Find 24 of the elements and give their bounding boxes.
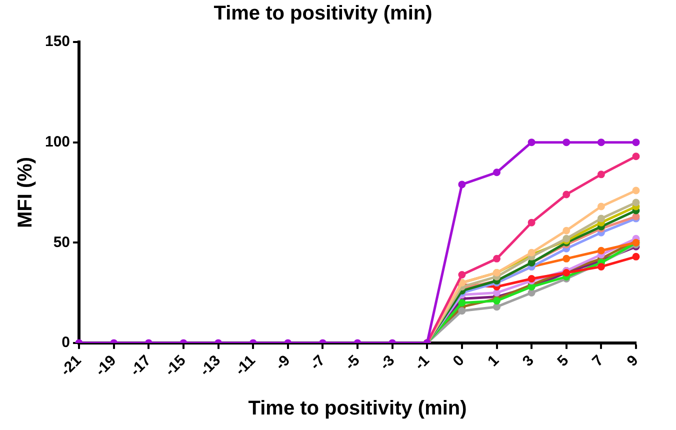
x-tick-label: -15 [162,352,190,380]
x-tick-label: 3 [519,352,538,370]
x-tick-label: -5 [342,352,364,374]
y-axis-title: MFI (%) [14,156,37,228]
y-tick-label: 50 [53,234,70,251]
x-tick-label: -17 [127,352,154,380]
x-tick-label: -13 [196,352,224,380]
x-tick-label: -3 [376,352,398,374]
y-tick-label: 150 [44,33,70,50]
x-tick-label: 7 [589,352,607,370]
x-tick-label: 5 [554,352,572,370]
x-tick-label: 1 [484,352,503,370]
x-tick-label: -9 [272,352,294,374]
x-tick-label: -21 [57,352,85,380]
x-tick-label: -7 [307,352,328,374]
y-tick-label: 0 [62,334,70,352]
x-tick-label: -19 [92,352,120,380]
x-tick-label: -1 [411,352,433,374]
x-axis-title: Time to positivity (min) [248,398,467,420]
x-tick-label: 9 [624,352,642,370]
x-tick-label: 0 [450,352,468,370]
chart-title: Time to positivity (min) [214,2,432,25]
x-tick-label: -11 [232,352,259,379]
y-tick-label: 100 [44,133,70,150]
